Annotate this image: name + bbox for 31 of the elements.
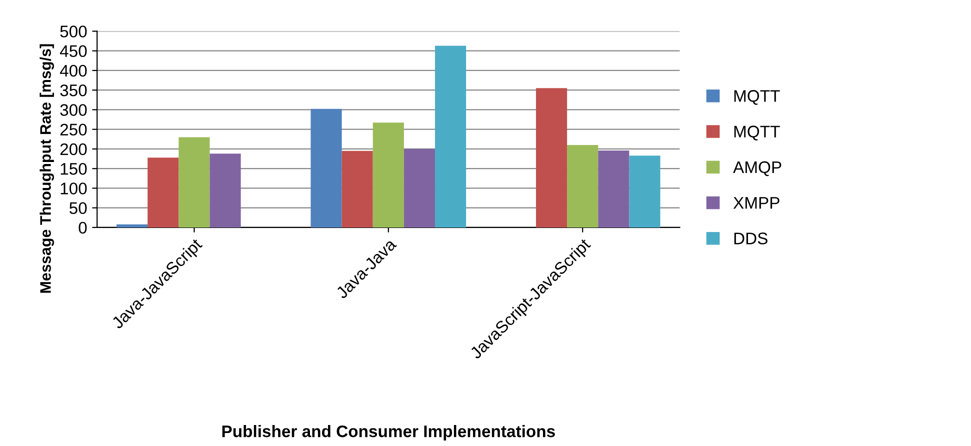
legend-label: MQTT bbox=[734, 126, 780, 140]
y-tick-label: 100 bbox=[60, 182, 87, 194]
y-tick-label: 350 bbox=[60, 84, 87, 96]
bar bbox=[598, 150, 630, 228]
bar bbox=[342, 150, 373, 228]
legend-label: DDS bbox=[734, 232, 768, 244]
bar bbox=[404, 148, 436, 228]
y-tick-label: 50 bbox=[70, 202, 87, 214]
y-tick-label: 150 bbox=[60, 162, 87, 175]
y-tick-label: 300 bbox=[60, 104, 87, 116]
bar bbox=[310, 108, 342, 228]
bar bbox=[567, 145, 598, 228]
y-tick-label: 400 bbox=[60, 64, 87, 77]
legend-label: XMPP bbox=[733, 197, 780, 209]
bar bbox=[116, 224, 148, 228]
bar bbox=[178, 137, 210, 228]
bar bbox=[536, 88, 568, 228]
y-tick-label: 200 bbox=[60, 143, 87, 156]
y-tick-label: 500 bbox=[60, 26, 87, 38]
bar bbox=[372, 122, 404, 228]
y-tick-label: 0 bbox=[78, 222, 87, 234]
y-tick-label: 450 bbox=[60, 45, 87, 58]
legend-label: MQTT bbox=[734, 90, 780, 105]
legend-label: AMQP bbox=[733, 161, 782, 176]
bar bbox=[210, 154, 241, 228]
bar bbox=[148, 158, 179, 228]
y-axis-title: Message Throughput Rate [msg/s] bbox=[40, 44, 54, 293]
bar bbox=[435, 46, 466, 228]
y-tick-label: 250 bbox=[60, 124, 87, 136]
bar bbox=[629, 156, 660, 228]
x-axis-title: Publisher and Consumer Implementations bbox=[222, 425, 555, 441]
